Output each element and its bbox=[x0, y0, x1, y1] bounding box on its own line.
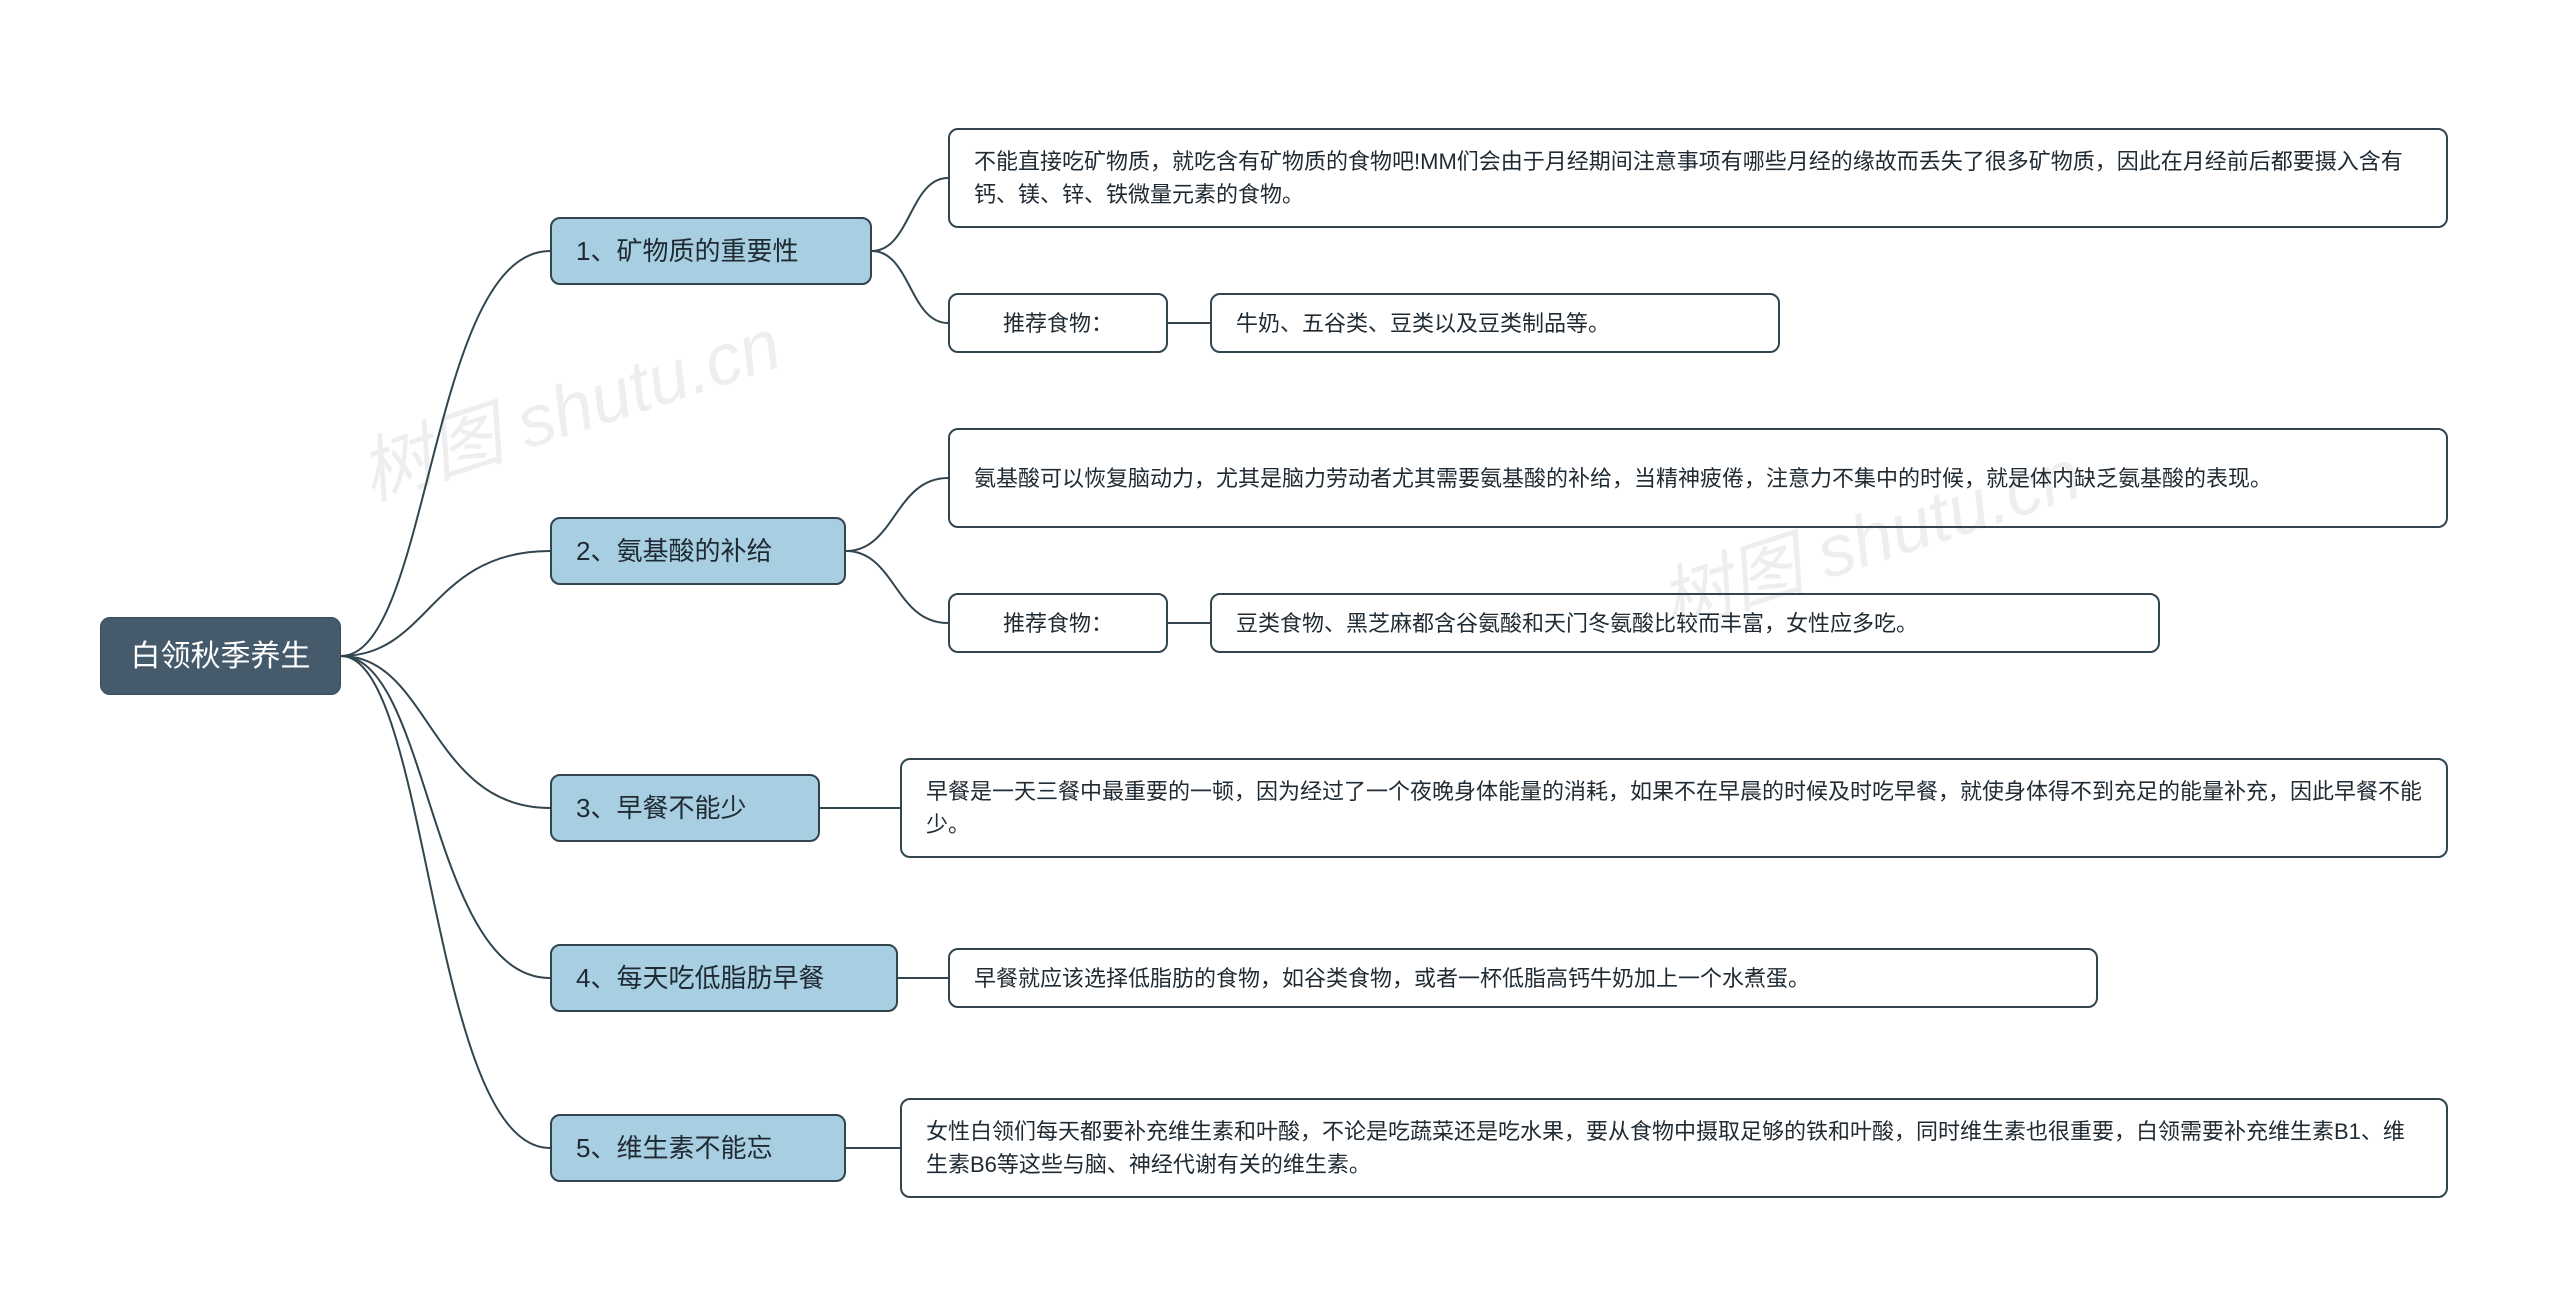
leaf-text: 豆类食物、黑芝麻都含谷氨酸和天门冬氨酸比较而丰富，女性应多吃。 bbox=[1236, 607, 1918, 640]
branch-vitamin: 5、维生素不能忘 bbox=[550, 1114, 846, 1182]
branch-label: 1、矿物质的重要性 bbox=[576, 232, 798, 271]
branch-breakfast: 3、早餐不能少 bbox=[550, 774, 820, 842]
leaf-text: 氨基酸可以恢复脑动力，尤其是脑力劳动者尤其需要氨基酸的补给，当精神疲倦，注意力不… bbox=[974, 462, 2272, 495]
leaf-minerals-desc: 不能直接吃矿物质，就吃含有矿物质的食物吧!MM们会由于月经期间注意事项有哪些月经… bbox=[948, 128, 2448, 228]
leaf-breakfast-desc: 早餐是一天三餐中最重要的一顿，因为经过了一个夜晚身体能量的消耗，如果不在早晨的时… bbox=[900, 758, 2448, 858]
branch-label: 5、维生素不能忘 bbox=[576, 1129, 772, 1168]
leaf-text: 推荐食物： bbox=[1003, 307, 1113, 340]
leaf-text: 早餐是一天三餐中最重要的一顿，因为经过了一个夜晚身体能量的消耗，如果不在早晨的时… bbox=[926, 775, 2422, 841]
leaf-text: 早餐就应该选择低脂肪的食物，如谷类食物，或者一杯低脂高钙牛奶加上一个水煮蛋。 bbox=[974, 962, 1810, 995]
leaf-minerals-recommend-label: 推荐食物： bbox=[948, 293, 1168, 353]
leaf-amino-desc: 氨基酸可以恢复脑动力，尤其是脑力劳动者尤其需要氨基酸的补给，当精神疲倦，注意力不… bbox=[948, 428, 2448, 528]
leaf-amino-recommend-label: 推荐食物： bbox=[948, 593, 1168, 653]
watermark: 树图 shutu.cn bbox=[344, 285, 791, 520]
branch-label: 3、早餐不能少 bbox=[576, 789, 746, 828]
leaf-text: 不能直接吃矿物质，就吃含有矿物质的食物吧!MM们会由于月经期间注意事项有哪些月经… bbox=[974, 145, 2422, 211]
leaf-minerals-recommend-foods: 牛奶、五谷类、豆类以及豆类制品等。 bbox=[1210, 293, 1780, 353]
leaf-text: 推荐食物： bbox=[1003, 607, 1113, 640]
branch-lowfat: 4、每天吃低脂肪早餐 bbox=[550, 944, 898, 1012]
branch-label: 4、每天吃低脂肪早餐 bbox=[576, 959, 824, 998]
leaf-vitamin-desc: 女性白领们每天都要补充维生素和叶酸，不论是吃蔬菜还是吃水果，要从食物中摄取足够的… bbox=[900, 1098, 2448, 1198]
leaf-amino-recommend-foods: 豆类食物、黑芝麻都含谷氨酸和天门冬氨酸比较而丰富，女性应多吃。 bbox=[1210, 593, 2160, 653]
leaf-lowfat-desc: 早餐就应该选择低脂肪的食物，如谷类食物，或者一杯低脂高钙牛奶加上一个水煮蛋。 bbox=[948, 948, 2098, 1008]
root-label: 白领秋季养生 bbox=[131, 634, 311, 679]
leaf-text: 女性白领们每天都要补充维生素和叶酸，不论是吃蔬菜还是吃水果，要从食物中摄取足够的… bbox=[926, 1115, 2422, 1181]
branch-minerals: 1、矿物质的重要性 bbox=[550, 217, 872, 285]
branch-amino: 2、氨基酸的补给 bbox=[550, 517, 846, 585]
leaf-text: 牛奶、五谷类、豆类以及豆类制品等。 bbox=[1236, 307, 1610, 340]
branch-label: 2、氨基酸的补给 bbox=[576, 532, 772, 571]
root-node: 白领秋季养生 bbox=[100, 617, 341, 695]
